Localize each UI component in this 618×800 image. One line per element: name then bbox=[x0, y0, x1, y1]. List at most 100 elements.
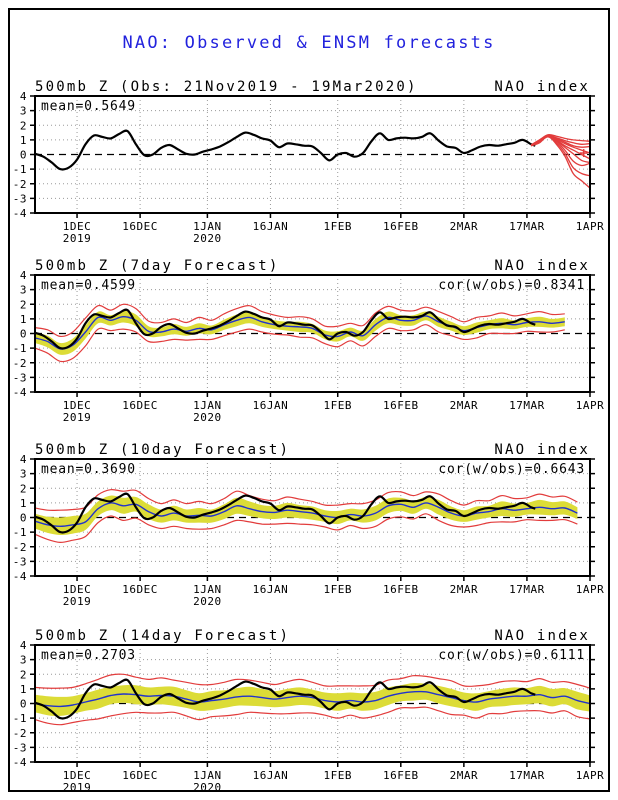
y-tick-label: 1 bbox=[20, 313, 27, 326]
x-tick-year-label: 2019 bbox=[63, 411, 92, 424]
panel-14day-header: 500mb Z (14day Forecast) NAO index bbox=[35, 628, 590, 644]
y-tick-label: 1 bbox=[20, 134, 27, 147]
x-tick-label: 16JAN bbox=[253, 583, 289, 596]
ensemble-spread-band bbox=[35, 310, 565, 355]
x-tick-year-label: 2019 bbox=[63, 595, 92, 608]
x-tick-label: 1APR bbox=[576, 769, 605, 782]
panel-7day-axis-name: NAO index bbox=[494, 258, 590, 274]
y-tick-label: 0 bbox=[20, 328, 27, 341]
y-tick-label: -2 bbox=[13, 178, 27, 191]
x-tick-label: 1FEB bbox=[323, 399, 352, 412]
x-tick-label: 16FEB bbox=[383, 399, 419, 412]
x-tick-label: 1DEC bbox=[63, 399, 92, 412]
x-tick-label: 17MAR bbox=[509, 583, 545, 596]
envelope-upper-line bbox=[34, 673, 591, 689]
ensemble-member-line bbox=[530, 135, 591, 189]
x-tick-label: 1APR bbox=[576, 583, 605, 596]
panel-7day-cor-label: cor(w/obs)=0.8341 bbox=[438, 278, 585, 293]
y-tick-label: 2 bbox=[20, 668, 27, 681]
envelope-lower-line bbox=[34, 513, 578, 544]
y-tick-label: -2 bbox=[13, 541, 27, 554]
y-tick-label: 4 bbox=[20, 90, 27, 103]
y-tick-label: -1 bbox=[13, 526, 27, 539]
x-tick-year-label: 2020 bbox=[193, 411, 222, 424]
y-tick-label: 3 bbox=[20, 105, 27, 118]
x-tick-label: 1DEC bbox=[63, 769, 92, 782]
x-tick-label: 2MAR bbox=[450, 220, 479, 233]
x-tick-year-label: 2019 bbox=[63, 781, 92, 794]
y-tick-label: 2 bbox=[20, 119, 27, 132]
x-tick-label: 1FEB bbox=[323, 769, 352, 782]
x-tick-label: 16JAN bbox=[253, 399, 289, 412]
y-tick-label: 4 bbox=[20, 639, 27, 652]
x-tick-label: 16DEC bbox=[122, 399, 158, 412]
ensemble-mean-line bbox=[34, 690, 591, 708]
x-tick-label: 16FEB bbox=[383, 220, 419, 233]
panel-observed-mean-label: mean=0.5649 bbox=[41, 99, 136, 114]
figure-border bbox=[8, 8, 610, 792]
x-tick-label: 1JAN bbox=[193, 220, 222, 233]
y-tick-label: -1 bbox=[13, 342, 27, 355]
y-tick-label: 3 bbox=[20, 284, 27, 297]
y-tick-label: -4 bbox=[13, 756, 27, 769]
panel-observed-axis-name: NAO index bbox=[494, 79, 590, 95]
x-tick-year-label: 2020 bbox=[193, 781, 222, 794]
x-tick-label: 16FEB bbox=[383, 583, 419, 596]
panel-14day-mean-label: mean=0.2703 bbox=[41, 648, 136, 663]
y-tick-label: -4 bbox=[13, 207, 27, 220]
y-tick-label: -2 bbox=[13, 357, 27, 370]
panel-observed-plot: 4 3 2 1 0 -1 -2 -3 -4 1DEC 2019 16DEC 1JAN 2020 16JAN 1… bbox=[0, 87, 618, 247]
panel-observed-title: 500mb Z (Obs: 21Nov2019 - 19Mar2020) bbox=[35, 79, 418, 95]
x-tick-label: 1JAN bbox=[193, 769, 222, 782]
y-tick-label: 3 bbox=[20, 654, 27, 667]
panel-7day-mean-label: mean=0.4599 bbox=[41, 278, 136, 293]
ensemble-mean-line bbox=[34, 502, 578, 528]
panel-14day-cor-label: cor(w/obs)=0.6111 bbox=[438, 648, 585, 663]
y-tick-label: 1 bbox=[20, 683, 27, 696]
x-tick-label: 2MAR bbox=[450, 769, 479, 782]
panel-14day-axis-name: NAO index bbox=[494, 628, 590, 644]
x-tick-label: 1FEB bbox=[323, 583, 352, 596]
x-tick-label: 17MAR bbox=[509, 399, 545, 412]
x-tick-year-label: 2019 bbox=[63, 232, 92, 245]
x-tick-label: 16JAN bbox=[253, 220, 289, 233]
panel-14day-plot: 4 3 2 1 0 -1 -2 -3 -4 1DEC 2019 16DEC 1JAN 2020 16JAN 1… bbox=[0, 636, 618, 796]
panel-7day-header: 500mb Z (7day Forecast) NAO index bbox=[35, 258, 590, 274]
x-tick-label: 1APR bbox=[576, 399, 605, 412]
x-tick-label: 16DEC bbox=[122, 220, 158, 233]
x-tick-label: 16FEB bbox=[383, 769, 419, 782]
panel-7day-title: 500mb Z (7day Forecast) bbox=[35, 258, 280, 274]
observed-line bbox=[34, 308, 536, 350]
y-tick-label: 0 bbox=[20, 698, 27, 711]
panel-10day-header: 500mb Z (10day Forecast) NAO index bbox=[35, 442, 590, 458]
y-tick-label: -3 bbox=[13, 192, 27, 205]
envelope-upper-line bbox=[34, 488, 578, 512]
panel-10day-plot: 4 3 2 1 0 -1 -2 -3 -4 1DEC 2019 16DEC 1JAN 2020 16JAN 1… bbox=[0, 450, 618, 610]
y-tick-label: 4 bbox=[20, 269, 27, 282]
y-tick-label: -3 bbox=[13, 555, 27, 568]
y-tick-label: 1 bbox=[20, 497, 27, 510]
x-tick-label: 1APR bbox=[576, 220, 605, 233]
panel-10day-mean-label: mean=0.3690 bbox=[41, 462, 136, 477]
panel-10day-axis-name: NAO index bbox=[494, 442, 590, 458]
x-tick-label: 1JAN bbox=[193, 399, 222, 412]
observed-line bbox=[34, 678, 536, 720]
panel-10day-cor-label: cor(w/obs)=0.6643 bbox=[438, 462, 585, 477]
x-tick-label: 1DEC bbox=[63, 583, 92, 596]
y-tick-label: -1 bbox=[13, 712, 27, 725]
observed-line bbox=[34, 492, 536, 534]
x-tick-label: 1DEC bbox=[63, 220, 92, 233]
y-tick-label: 3 bbox=[20, 468, 27, 481]
panel-7day-plot: 4 3 2 1 0 -1 -2 -3 -4 1DEC 2019 16DEC 1JAN 2020 16JAN 1… bbox=[0, 266, 618, 426]
x-tick-label: 1FEB bbox=[323, 220, 352, 233]
panel-14day-title: 500mb Z (14day Forecast) bbox=[35, 628, 291, 644]
envelope-lower-line bbox=[34, 324, 565, 363]
panel-10day-title: 500mb Z (10day Forecast) bbox=[35, 442, 291, 458]
y-tick-label: -1 bbox=[13, 163, 27, 176]
ensemble-spread-band bbox=[35, 495, 578, 536]
y-tick-label: 0 bbox=[20, 149, 27, 162]
